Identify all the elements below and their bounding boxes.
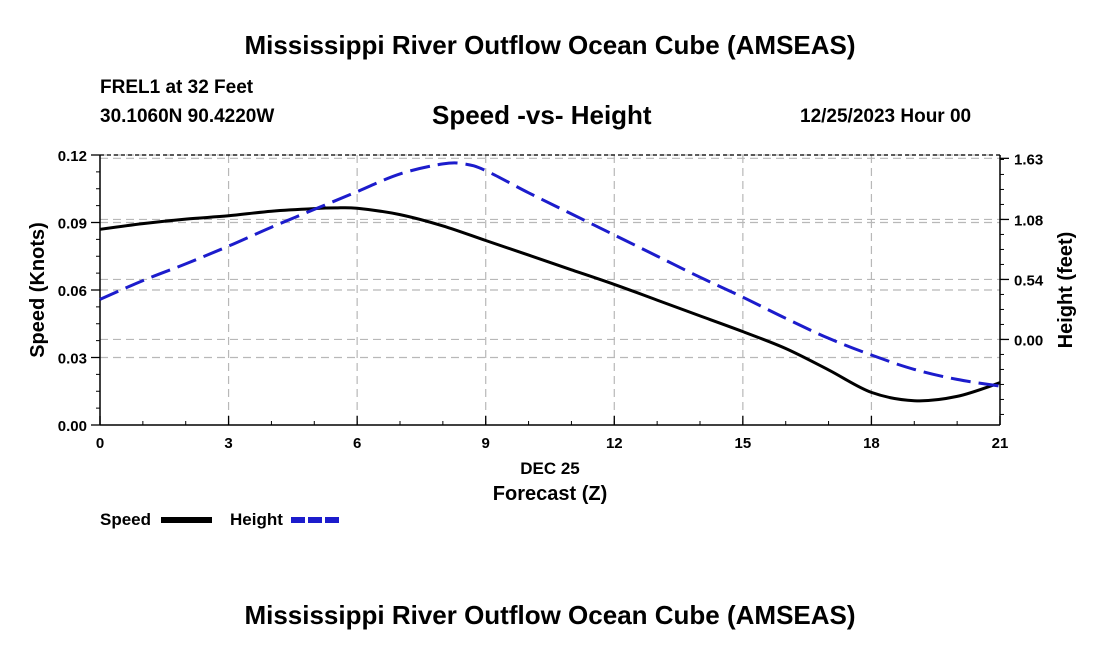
y-right-tick-label: 1.08 <box>1014 212 1043 229</box>
chart-title: Speed -vs- Height <box>432 100 652 130</box>
station-coordinates: 30.1060N 90.4220W <box>100 106 275 127</box>
y-left-axis-label: Speed (Knots) <box>27 222 49 358</box>
x-tick-label: 3 <box>224 435 232 452</box>
x-tick-label: 12 <box>606 435 623 452</box>
y-right-axis-label: Height (feet) <box>1055 232 1077 349</box>
legend-label-speed: Speed <box>100 510 151 529</box>
y-right-tick-label: 1.63 <box>1014 151 1043 168</box>
station-label: FREL1 at 32 Feet <box>100 77 254 98</box>
x-tick-label: 21 <box>992 435 1009 452</box>
x-tick-label: 18 <box>863 435 880 452</box>
y-left-tick-label: 0.03 <box>58 351 87 368</box>
page-title: Mississippi River Outflow Ocean Cube (AM… <box>244 30 856 60</box>
y-right-tick-label: 0.54 <box>1014 272 1044 289</box>
x-axis-date-label: DEC 25 <box>520 459 580 478</box>
series-line-height <box>99 161 1001 388</box>
y-left-tick-label: 0.06 <box>58 283 87 300</box>
x-tick-label: 9 <box>482 435 490 452</box>
legend-label-height: Height <box>230 510 283 529</box>
y-left-tick-label: 0.12 <box>58 148 87 165</box>
y-right-tick-label: 0.00 <box>1014 332 1043 349</box>
x-axis-label: Forecast (Z) <box>493 483 607 505</box>
forecast-date: 12/25/2023 Hour 00 <box>800 106 972 127</box>
x-tick-label: 0 <box>96 435 104 452</box>
x-tick-label: 15 <box>735 435 752 452</box>
x-tick-label: 6 <box>353 435 361 452</box>
series-line-speed <box>99 206 1001 403</box>
y-left-tick-label: 0.00 <box>58 418 87 435</box>
y-left-tick-label: 0.09 <box>58 216 87 233</box>
footer-title: Mississippi River Outflow Ocean Cube (AM… <box>244 600 856 630</box>
